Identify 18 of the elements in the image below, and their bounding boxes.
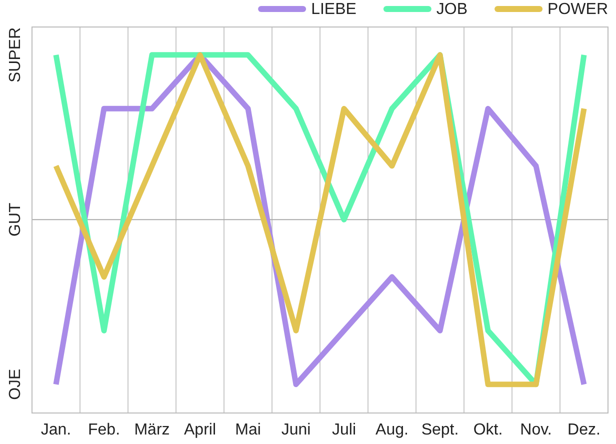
x-tick-label: Dez. [568,421,600,438]
legend-label: JOB [436,1,468,18]
text: SUPER [7,27,24,82]
x-tick-label: Feb. [88,421,120,438]
x-tick-label: Juli [332,421,356,438]
ref-line-label: GUT [7,202,24,237]
x-tick-label: Okt. [473,421,503,438]
x-tick-label: Juni [281,421,311,438]
x-tick-label: Mai [235,421,261,438]
text: OJE [7,368,24,400]
legend-label: POWER [548,1,608,18]
x-tick-label: Aug. [376,421,408,438]
x-tick-label: Nov. [520,421,552,438]
x-tick-label: April [184,421,216,438]
x-tick-label: März [134,421,170,438]
x-tick-label: Sept. [421,421,459,438]
x-tick-label: Jan. [40,421,72,438]
legend-label: LIEBE [311,1,356,18]
